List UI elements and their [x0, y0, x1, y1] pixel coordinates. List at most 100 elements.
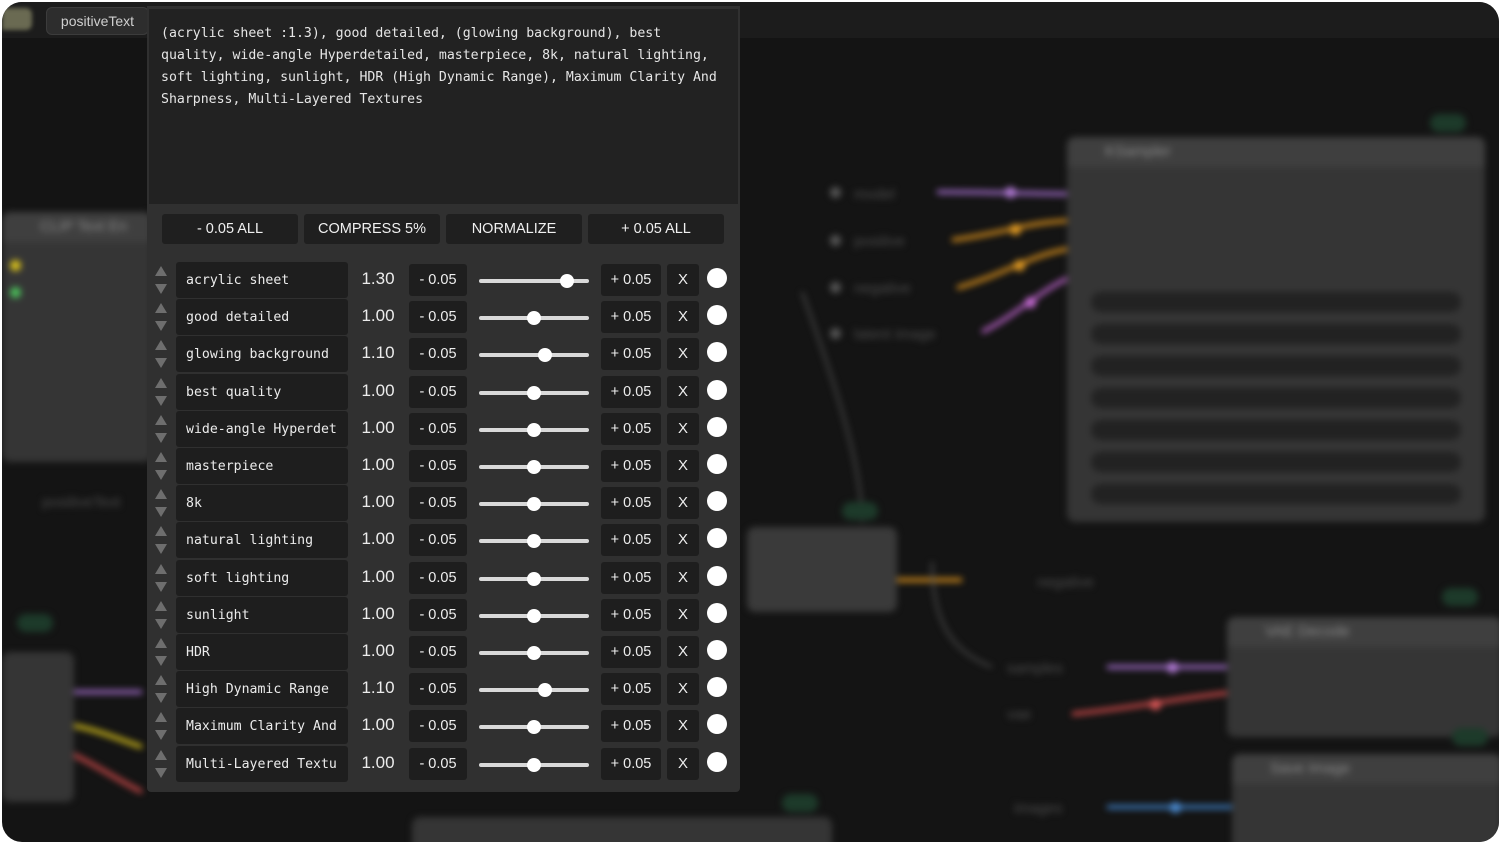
- increase-weight-button[interactable]: + 0.05: [601, 673, 661, 706]
- weight-slider[interactable]: [479, 311, 589, 326]
- token-name-field[interactable]: wide-angle Hyperdet: [176, 410, 348, 447]
- drag-handle-icon[interactable]: [153, 748, 169, 780]
- drag-handle-icon[interactable]: [153, 562, 169, 594]
- slider-knob[interactable]: [527, 757, 541, 772]
- remove-token-button[interactable]: X: [667, 636, 699, 668]
- drag-handle-icon[interactable]: [153, 450, 169, 482]
- token-toggle[interactable]: [707, 528, 727, 549]
- token-toggle[interactable]: [707, 342, 727, 363]
- drag-handle-icon[interactable]: [153, 673, 169, 705]
- remove-token-button[interactable]: X: [667, 301, 699, 334]
- token-name-field[interactable]: HDR: [176, 634, 348, 670]
- remove-token-button[interactable]: X: [667, 375, 699, 408]
- token-toggle[interactable]: [707, 751, 727, 772]
- slider-knob[interactable]: [527, 534, 541, 549]
- token-toggle[interactable]: [707, 268, 727, 288]
- remove-token-button[interactable]: X: [667, 487, 699, 520]
- slider-knob[interactable]: [527, 385, 541, 400]
- remove-token-button[interactable]: X: [667, 264, 699, 296]
- remove-token-button[interactable]: X: [667, 598, 699, 631]
- decrease-weight-button[interactable]: - 0.05: [409, 412, 467, 445]
- decrease-weight-button[interactable]: - 0.05: [409, 673, 467, 706]
- decrease-weight-button[interactable]: - 0.05: [409, 338, 467, 371]
- slider-knob[interactable]: [527, 608, 541, 623]
- token-toggle[interactable]: [707, 491, 727, 512]
- weight-slider[interactable]: [479, 571, 589, 586]
- token-name-field[interactable]: Multi-Layered Textu: [176, 745, 348, 782]
- remove-token-button[interactable]: X: [667, 561, 699, 594]
- token-toggle[interactable]: [707, 565, 727, 586]
- prompt-textarea[interactable]: (acrylic sheet :1.3), good detailed, (gl…: [149, 9, 738, 204]
- increase-weight-button[interactable]: + 0.05: [601, 375, 661, 408]
- weight-slider[interactable]: [479, 497, 589, 512]
- token-name-field[interactable]: acrylic sheet: [176, 262, 348, 298]
- slider-knob[interactable]: [538, 348, 552, 363]
- decrease-weight-button[interactable]: - 0.05: [409, 487, 467, 520]
- increase-weight-button[interactable]: + 0.05: [601, 561, 661, 594]
- node-title-tab[interactable]: positiveText: [46, 7, 149, 35]
- slider-knob[interactable]: [527, 646, 541, 660]
- token-name-field[interactable]: Maximum Clarity And: [176, 708, 348, 745]
- weight-slider[interactable]: [479, 683, 589, 698]
- token-toggle[interactable]: [707, 379, 727, 400]
- slider-knob[interactable]: [527, 422, 541, 437]
- weight-slider[interactable]: [479, 385, 589, 400]
- weight-slider[interactable]: [479, 460, 589, 474]
- decrease-weight-button[interactable]: - 0.05: [409, 561, 467, 594]
- increase-weight-button[interactable]: + 0.05: [601, 747, 661, 780]
- normalize-button[interactable]: NORMALIZE: [446, 214, 582, 244]
- increase-weight-button[interactable]: + 0.05: [601, 487, 661, 520]
- remove-token-button[interactable]: X: [667, 412, 699, 445]
- weight-slider[interactable]: [479, 608, 589, 623]
- remove-token-button[interactable]: X: [667, 673, 699, 706]
- slider-knob[interactable]: [527, 720, 541, 735]
- token-name-field[interactable]: natural lighting: [176, 522, 348, 559]
- increase-weight-button[interactable]: + 0.05: [601, 412, 661, 445]
- token-toggle[interactable]: [707, 602, 727, 623]
- increase-weight-button[interactable]: + 0.05: [601, 598, 661, 631]
- plus-all-button[interactable]: + 0.05 ALL: [588, 214, 724, 244]
- drag-handle-icon[interactable]: [153, 487, 169, 519]
- drag-handle-icon[interactable]: [153, 710, 169, 742]
- decrease-weight-button[interactable]: - 0.05: [409, 747, 467, 780]
- token-name-field[interactable]: best quality: [176, 373, 348, 410]
- token-name-field[interactable]: masterpiece: [176, 448, 348, 484]
- weight-slider[interactable]: [479, 348, 589, 363]
- increase-weight-button[interactable]: + 0.05: [601, 636, 661, 668]
- decrease-weight-button[interactable]: - 0.05: [409, 301, 467, 334]
- decrease-weight-button[interactable]: - 0.05: [409, 636, 467, 668]
- decrease-weight-button[interactable]: - 0.05: [409, 450, 467, 482]
- decrease-weight-button[interactable]: - 0.05: [409, 375, 467, 408]
- remove-token-button[interactable]: X: [667, 747, 699, 780]
- increase-weight-button[interactable]: + 0.05: [601, 264, 661, 296]
- token-toggle[interactable]: [707, 677, 727, 698]
- compress-button[interactable]: COMPRESS 5%: [304, 214, 440, 244]
- drag-handle-icon[interactable]: [153, 524, 169, 556]
- drag-handle-icon[interactable]: [153, 338, 169, 370]
- drag-handle-icon[interactable]: [153, 636, 169, 668]
- drag-handle-icon[interactable]: [153, 376, 169, 408]
- remove-token-button[interactable]: X: [667, 450, 699, 482]
- token-toggle[interactable]: [707, 714, 727, 735]
- remove-token-button[interactable]: X: [667, 710, 699, 743]
- token-name-field[interactable]: sunlight: [176, 596, 348, 633]
- drag-handle-icon[interactable]: [153, 264, 169, 296]
- weight-slider[interactable]: [479, 720, 589, 735]
- increase-weight-button[interactable]: + 0.05: [601, 710, 661, 743]
- increase-weight-button[interactable]: + 0.05: [601, 338, 661, 371]
- remove-token-button[interactable]: X: [667, 338, 699, 371]
- slider-knob[interactable]: [527, 571, 541, 586]
- decrease-weight-button[interactable]: - 0.05: [409, 524, 467, 557]
- token-name-field[interactable]: glowing background: [176, 336, 348, 373]
- minus-all-button[interactable]: - 0.05 ALL: [162, 214, 298, 244]
- token-name-field[interactable]: High Dynamic Range: [176, 671, 348, 708]
- slider-knob[interactable]: [527, 497, 541, 512]
- increase-weight-button[interactable]: + 0.05: [601, 524, 661, 557]
- token-toggle[interactable]: [707, 416, 727, 437]
- token-name-field[interactable]: good detailed: [176, 299, 348, 336]
- increase-weight-button[interactable]: + 0.05: [601, 450, 661, 482]
- drag-handle-icon[interactable]: [153, 413, 169, 445]
- remove-token-button[interactable]: X: [667, 524, 699, 557]
- decrease-weight-button[interactable]: - 0.05: [409, 710, 467, 743]
- token-toggle[interactable]: [707, 640, 727, 660]
